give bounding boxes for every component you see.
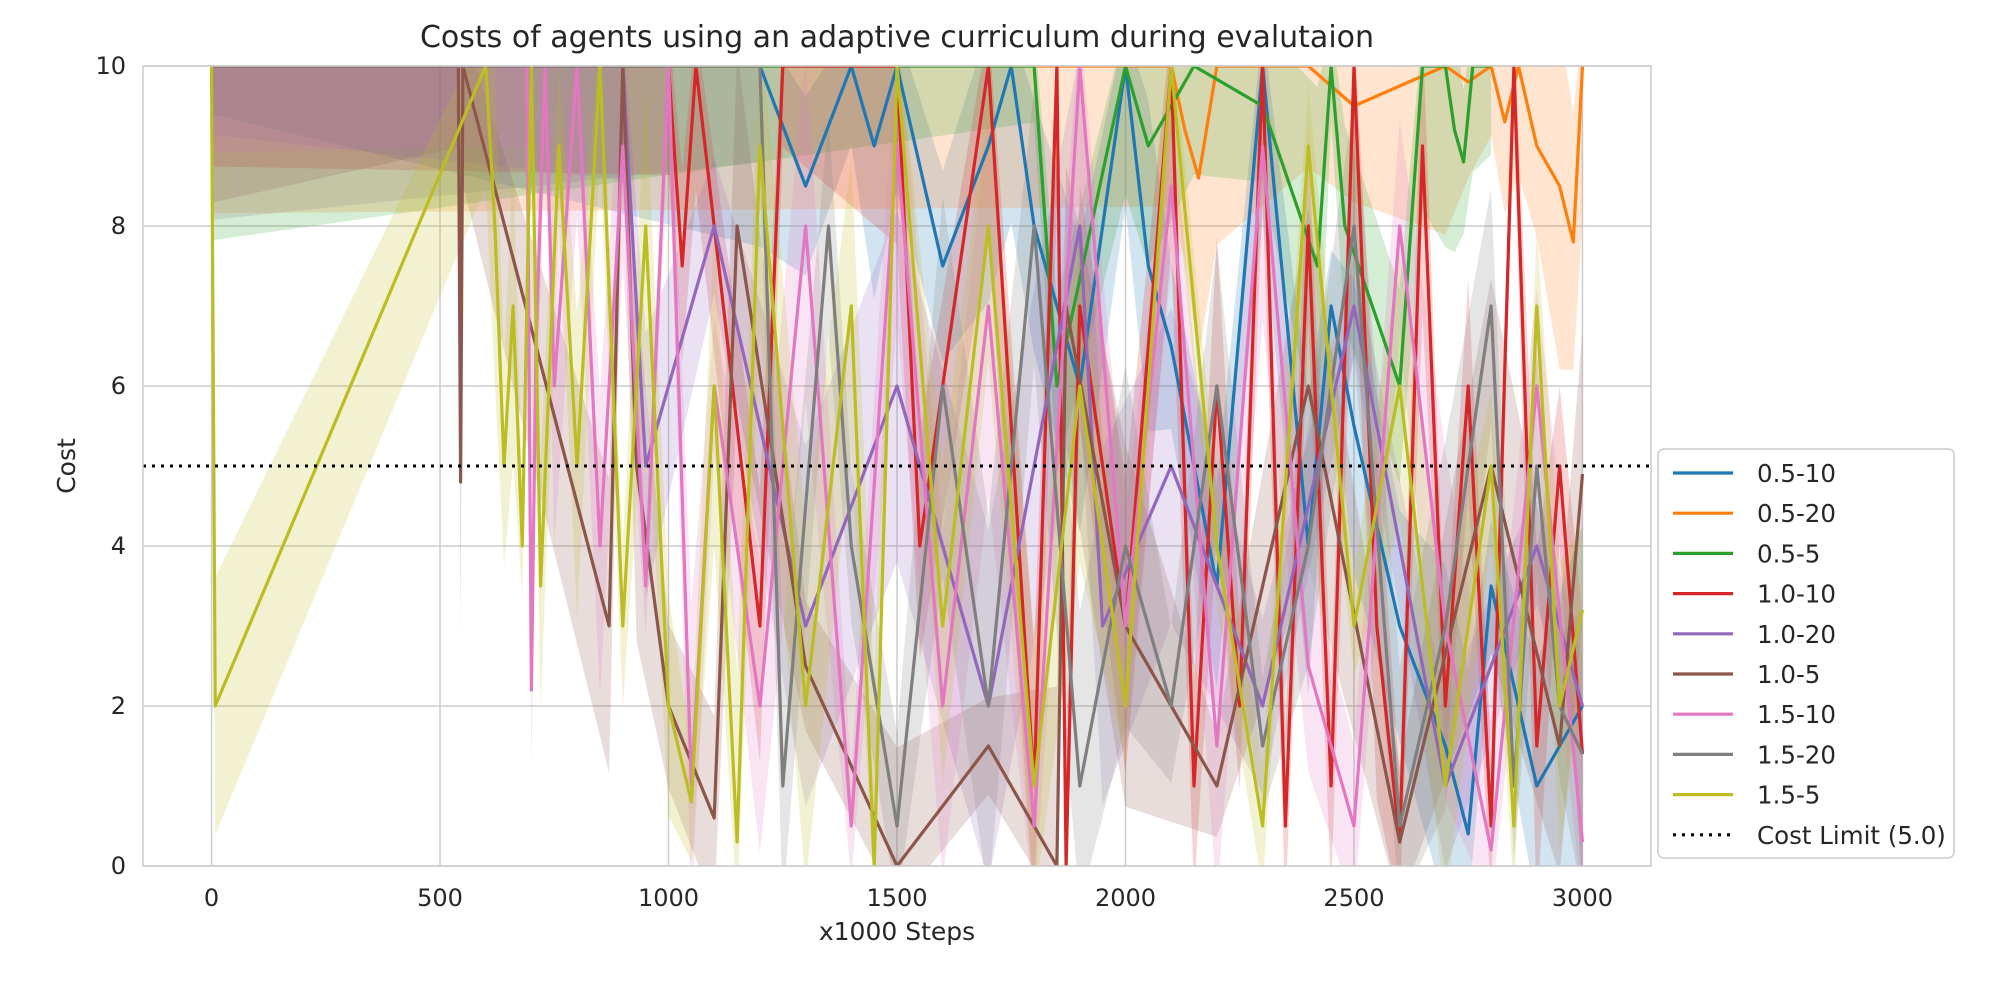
- x-tick-label: 3000: [1552, 884, 1613, 912]
- y-tick-label: 10: [95, 52, 126, 80]
- series-band-0.5-20: [211, 66, 1583, 371]
- x-axis-label: x1000 Steps: [819, 917, 975, 946]
- legend-label: 0.5-5: [1757, 539, 1820, 568]
- x-tick-label: 1000: [638, 884, 699, 912]
- legend: 0.5-10 0.5-20 0.5-5 1.0-10 1.0-20 1.0-5 1.5-10…: [1657, 448, 1955, 859]
- x-tick-label: 1500: [866, 884, 927, 912]
- legend-label: 1.0-5: [1757, 660, 1820, 689]
- legend-label: 0.5-20: [1757, 499, 1836, 528]
- legend-label: 1.0-20: [1757, 620, 1836, 649]
- series-line-0.5-10: [211, 66, 1584, 836]
- y-tick-labels: 0 2 4 6 8 10: [95, 52, 126, 880]
- y-tick-label: 2: [111, 692, 126, 720]
- y-axis-label: Cost: [52, 438, 81, 494]
- x-tick-label: 2500: [1323, 884, 1384, 912]
- x-tick-labels: 0 500 1000 1500 2000 2500 3000: [204, 884, 1613, 912]
- y-tick-label: 0: [111, 852, 126, 880]
- series-line-1.5-5: [209, 66, 1585, 866]
- series-line-1.0-20: [211, 66, 1585, 788]
- series-line-0.5-20: [211, 66, 1585, 244]
- x-tick-label: 2000: [1095, 884, 1156, 912]
- series-line-1.5-10: [211, 66, 1585, 852]
- plot-frame: [142, 65, 1652, 867]
- x-tick-label: 500: [417, 884, 463, 912]
- series-line-0.5-5: [211, 66, 1492, 388]
- chart-title: Costs of agents using an adaptive curric…: [420, 20, 1374, 55]
- legend-label: 0.5-10: [1757, 459, 1836, 488]
- series-lines: [209, 66, 1585, 866]
- x-tick-label: 0: [204, 884, 219, 912]
- y-tick-label: 6: [111, 372, 126, 400]
- y-tick-label: 4: [111, 532, 126, 560]
- legend-label: 1.5-10: [1757, 700, 1836, 729]
- series-band-0.5-5: [211, 66, 1492, 484]
- series-line-1.5-20: [211, 66, 1584, 828]
- legend-label: Cost Limit (5.0): [1757, 821, 1946, 850]
- legend-label: 1.5-5: [1757, 781, 1820, 810]
- legend-label: 1.0-10: [1757, 580, 1836, 609]
- series-band-0.5-10: [211, 66, 1583, 866]
- y-tick-label: 8: [111, 212, 126, 240]
- legend-label: 1.5-20: [1757, 740, 1836, 769]
